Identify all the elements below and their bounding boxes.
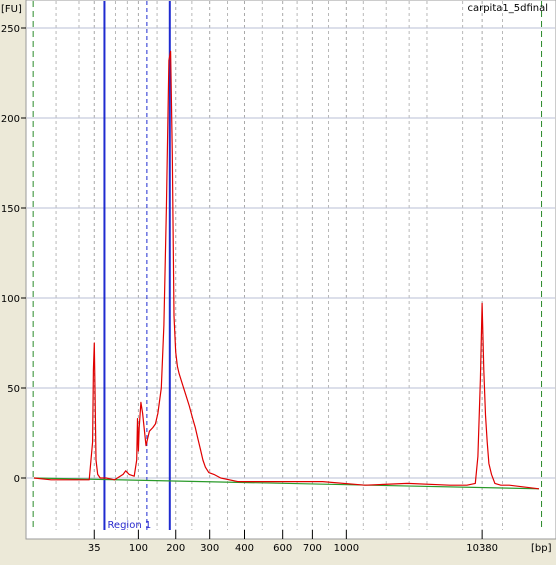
region-1: Region 1 [103,1,171,531]
grid [27,1,555,530]
y-tick-label: 150 [1,204,20,215]
y-tick-label: 50 [7,384,20,395]
x-tick-label: 700 [303,543,322,554]
x-tick-label: 400 [235,543,254,554]
y-tick-label: 100 [1,294,20,305]
x-tick-label: 300 [200,543,219,554]
x-tick-label: 10380 [466,543,498,554]
y-axis: 0 50 100 150 200 250 [1,24,26,485]
x-tick-label: 100 [129,543,148,554]
series-group [33,50,540,490]
x-tick-label: 1000 [334,543,359,554]
x-axis: 35 100 200 300 400 600 700 1000 10380 [88,530,498,554]
y-tick-label: 0 [14,474,20,485]
region-label: Region 1 [107,520,151,531]
baseline-series-line [33,477,540,490]
x-tick-label: 200 [166,543,185,554]
x-tick-label: 35 [88,543,101,554]
y-tick-label: 200 [1,114,20,125]
y-tick-label: 250 [1,24,20,35]
plot-area [25,0,556,540]
chart-title: carpita1_5dfinal [467,3,548,14]
x-axis-label: [bp] [531,543,552,554]
x-tick-label: 600 [273,543,292,554]
y-axis-label: [FU] [1,4,22,15]
signal-series-line [33,50,540,490]
